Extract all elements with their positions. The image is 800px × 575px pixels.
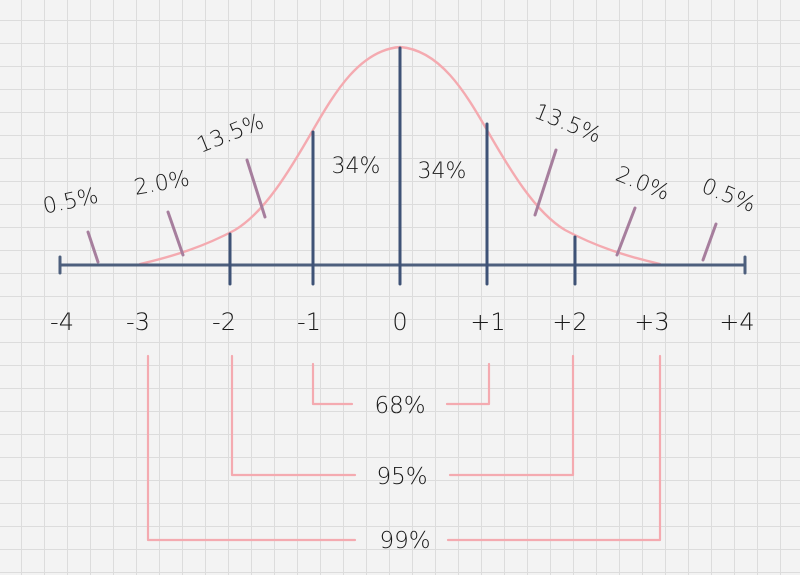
region-label-right-1sd: 13.5% <box>530 99 604 148</box>
region-label-left-2sd: 2.0% <box>132 166 191 200</box>
tick-label: 0 <box>392 308 407 336</box>
region-label-right-center: 34% <box>418 159 467 184</box>
bracket-95-left <box>230 354 357 477</box>
tick-label: +1 <box>470 308 505 336</box>
bracket-99-right <box>446 354 662 542</box>
region-pointer <box>166 210 185 257</box>
tick-label: +2 <box>552 308 587 336</box>
bracket-68-right <box>445 362 491 406</box>
region-label-left-1sd: 13.5% <box>193 109 267 158</box>
tick-label: -1 <box>297 308 321 336</box>
tick-label: -2 <box>212 308 236 336</box>
region-label-left-tail: 0.5% <box>41 184 101 220</box>
region-label-right-tail: 0.5% <box>698 174 759 218</box>
bracket-99-left <box>146 354 357 542</box>
tick-label: -3 <box>126 308 150 336</box>
bracket-95-right <box>448 354 575 477</box>
span-label-95: 95% <box>376 464 427 490</box>
region-pointer <box>615 206 637 257</box>
tick-label: -4 <box>50 308 74 336</box>
tick-label: +4 <box>719 308 754 336</box>
region-pointer <box>245 158 267 219</box>
bracket-68-left <box>311 362 354 406</box>
region-pointer <box>701 222 718 262</box>
region-pointer <box>533 148 558 217</box>
region-label-left-center: 34% <box>332 154 381 179</box>
tick-label: +3 <box>634 308 669 336</box>
region-label-right-2sd: 2.0% <box>612 162 673 206</box>
span-label-99: 99% <box>379 528 430 554</box>
span-label-68: 68% <box>374 393 425 419</box>
region-pointer <box>86 230 100 264</box>
